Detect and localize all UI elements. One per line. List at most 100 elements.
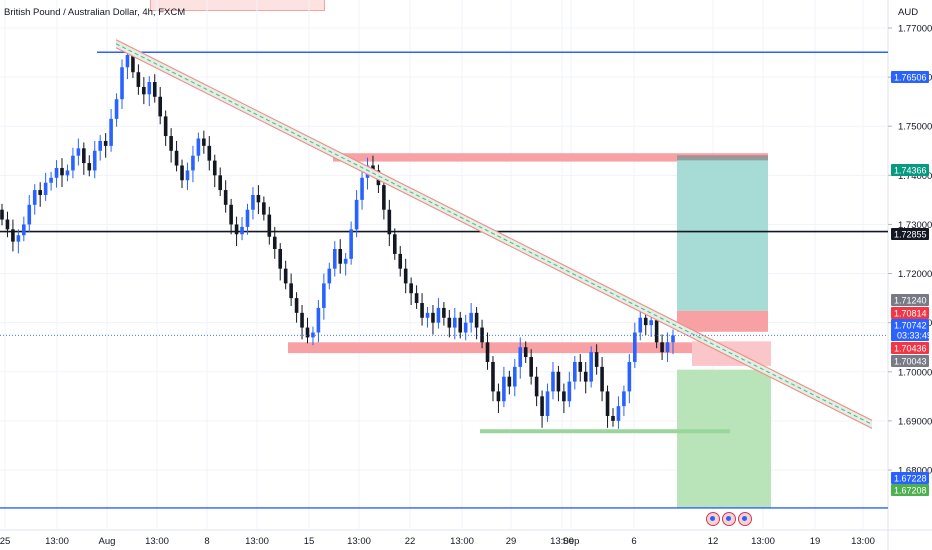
candle (534, 376, 539, 397)
economic-events[interactable] (706, 512, 752, 526)
zones (288, 153, 771, 508)
candle (529, 357, 533, 377)
candle (622, 391, 626, 407)
candle (218, 175, 223, 191)
candle (332, 249, 337, 269)
candle (54, 167, 59, 178)
candle (202, 138, 206, 146)
price-tick-label: 1.70000 (898, 367, 932, 378)
candle (76, 148, 81, 156)
price-tick-label: 1.69000 (898, 416, 932, 427)
trend-mid-line (115, 43, 873, 425)
candle (469, 312, 473, 323)
candle (147, 82, 152, 95)
candle (431, 312, 435, 323)
trend-upper-line (115, 39, 873, 421)
candle (223, 190, 228, 205)
candle (403, 268, 408, 284)
price-badge-label: 1.70436 (894, 344, 927, 354)
entry-zone (677, 310, 768, 332)
price-badge-label: 1.67228 (894, 474, 927, 484)
candle (322, 283, 326, 308)
candle (11, 229, 15, 242)
candle (163, 116, 168, 137)
time-tick-label: 29 (506, 536, 517, 547)
candle (305, 327, 310, 338)
candle (392, 234, 397, 254)
candle (398, 253, 403, 269)
candle (152, 82, 157, 97)
candle (420, 303, 424, 318)
price-badge-label: 1.76506 (894, 73, 927, 83)
candle (38, 190, 42, 195)
candle (665, 342, 670, 353)
candle (474, 312, 479, 328)
time-tick-label: 13:00 (45, 536, 69, 547)
candle (158, 96, 163, 117)
flag-icon[interactable] (738, 512, 752, 526)
candle (92, 150, 97, 171)
time-tick-label: 25 (0, 536, 10, 547)
candle (371, 165, 375, 171)
candle (452, 317, 457, 328)
time-tick-label: 13:00 (851, 536, 875, 547)
candle (256, 194, 261, 203)
candle (387, 209, 392, 235)
candle (414, 293, 419, 304)
candle (65, 170, 70, 176)
candle (518, 347, 523, 367)
price-badge (891, 355, 929, 367)
candle (502, 376, 506, 402)
candle (22, 224, 26, 236)
time-tick-label: 22 (405, 536, 416, 547)
time-tick-label: 6 (631, 536, 636, 547)
candle (283, 268, 288, 284)
price-tick-label: 1.74000 (898, 171, 932, 182)
candle (512, 366, 517, 387)
price-badge-label: 1.74366 (894, 166, 927, 176)
candle (611, 415, 615, 421)
candle (300, 312, 304, 328)
candle (643, 317, 648, 326)
candle (82, 148, 86, 164)
candle (654, 320, 659, 343)
candle (49, 177, 53, 183)
candle (458, 317, 463, 333)
time-tick-label: 13:00 (550, 536, 574, 547)
candle (272, 236, 277, 249)
support-zone (288, 342, 692, 354)
candle (60, 167, 64, 176)
price-badge (891, 307, 929, 319)
candle (627, 361, 632, 392)
candle (578, 361, 583, 372)
candle (360, 177, 364, 200)
candle (556, 371, 561, 392)
time-tick-label: 13:00 (450, 536, 474, 547)
price-tick-label: 1.72000 (898, 269, 932, 280)
trendline (0, 39, 888, 429)
candle (425, 312, 430, 318)
price-badge-label: 1.70043 (894, 357, 927, 367)
candles (0, 45, 675, 429)
candle (316, 307, 321, 333)
time-tick-label: 13:00 (245, 536, 269, 547)
candle (447, 317, 452, 328)
candle (485, 342, 490, 362)
candle (180, 165, 184, 181)
candle (240, 226, 244, 235)
time-tick-label: 13:00 (751, 536, 775, 547)
flag-icon[interactable] (722, 512, 736, 526)
flag-icon[interactable] (706, 512, 720, 526)
candle (354, 199, 359, 230)
candle (251, 194, 255, 210)
candle (605, 391, 610, 416)
alert-box (150, 0, 325, 11)
time-tick-label: 19 (810, 536, 821, 547)
price-axis: 1.770001.760001.750001.740001.730001.720… (888, 24, 932, 477)
price-badge (891, 484, 929, 496)
time-tick-label: Aug (99, 536, 116, 547)
price-tick-label: 1.68000 (898, 466, 932, 477)
time-axis: 25 13:00 Aug 13:00 8 13:00 15 13:00 22 13:00 29 13:… (0, 536, 875, 547)
price-badge (891, 164, 929, 176)
